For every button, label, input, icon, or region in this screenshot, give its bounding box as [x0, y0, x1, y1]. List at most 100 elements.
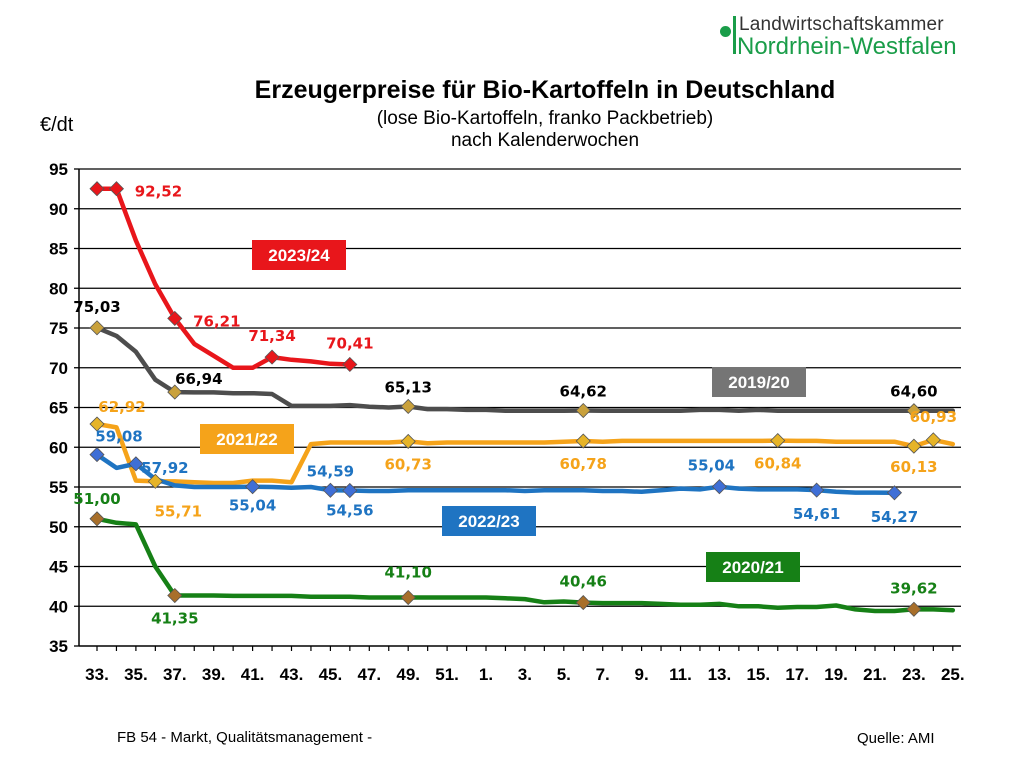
data-label: 60,78 — [560, 455, 607, 473]
x-tick-label: 9. — [635, 665, 649, 684]
data-label: 71,34 — [248, 327, 295, 345]
data-point-marker — [342, 356, 358, 373]
chart-subtitle-line1: (lose Bio-Kartoffeln, franko Packbetrieb… — [376, 108, 714, 129]
y-tick-label: 90 — [49, 200, 68, 219]
data-label: 54,61 — [793, 505, 840, 523]
data-label: 55,04 — [229, 497, 276, 515]
x-tick-label: 7. — [596, 665, 610, 684]
series-line-2020-21 — [94, 516, 956, 614]
footer-source: Quelle: AMI — [857, 730, 935, 747]
x-tick-label: 13. — [708, 665, 732, 684]
season-label-2019-20: 2019/20 — [712, 367, 806, 397]
data-point-marker — [89, 446, 105, 463]
data-label: 92,52 — [135, 183, 182, 201]
y-tick-label: 80 — [49, 279, 68, 298]
data-point-marker — [147, 473, 163, 489]
y-tick-label: 95 — [49, 160, 68, 179]
data-label: 40,46 — [560, 573, 607, 591]
x-tick-labels: 33. 35. 37. 39. 41. 43. 45. 47. 49. 51. 1. 3. 5. 7. 9.… — [85, 665, 964, 684]
series-line-2022-23 — [94, 452, 897, 496]
x-tick-label: 1. — [479, 665, 493, 684]
data-point-marker — [575, 595, 591, 611]
data-label: 60,84 — [754, 455, 801, 473]
x-tick-label: 11. — [669, 665, 692, 684]
x-tick-label: 15. — [746, 665, 770, 684]
data-label: 60,13 — [890, 458, 937, 476]
y-tick-label: 35 — [49, 637, 68, 656]
season-label-text: 2022/23 — [458, 512, 519, 531]
data-point-marker — [245, 479, 261, 495]
data-point-marker — [322, 482, 338, 498]
y-tick-label: 75 — [49, 319, 68, 338]
x-tick-label: 43. — [280, 665, 304, 684]
season-label-2022-23: 2022/23 — [442, 506, 536, 536]
data-point-marker — [89, 320, 105, 336]
x-tick-label: 33. — [85, 665, 109, 684]
data-point-marker — [167, 384, 183, 400]
series-lines — [94, 186, 956, 614]
data-label: 55,71 — [155, 502, 202, 520]
season-label-text: 2019/20 — [728, 373, 789, 392]
season-label-box — [200, 424, 294, 454]
data-point-marker — [167, 587, 183, 604]
data-label: 55,04 — [688, 457, 735, 475]
data-label: 66,94 — [175, 370, 222, 388]
data-point-marker — [400, 589, 416, 606]
y-tick-label: 50 — [49, 518, 68, 537]
data-point-marker — [711, 479, 727, 495]
season-label-text: 2023/24 — [268, 246, 330, 265]
data-label: 65,13 — [384, 378, 431, 396]
data-point-marker — [906, 403, 922, 419]
logo-line2: Nordrhein-Westfalen — [737, 33, 957, 60]
x-tick-label: 23. — [902, 665, 926, 684]
data-point-marker — [809, 482, 825, 498]
y-tick-label: 70 — [49, 359, 68, 378]
x-tick-label: 37. — [163, 665, 187, 684]
data-point-marker — [264, 349, 280, 365]
x-tick-label: 41. — [241, 665, 265, 684]
season-label-box — [712, 367, 806, 397]
logo-bar — [733, 16, 736, 54]
logo: Landwirtschaftskammer Nordrhein-Westfale… — [720, 14, 1020, 64]
x-tick-label: 21. — [863, 665, 887, 684]
x-tick-label: 39. — [202, 665, 226, 684]
data-label: 62,92 — [98, 398, 145, 416]
data-point-marker — [89, 181, 105, 197]
season-label-2020-21: 2020/21 — [706, 552, 800, 582]
y-tick-label: 40 — [49, 597, 68, 616]
y-tick-label: 85 — [49, 240, 68, 259]
series-line-2019-20 — [94, 325, 956, 413]
season-label-box — [252, 240, 346, 270]
series-line-2021-22 — [94, 421, 956, 486]
data-label: 54,27 — [871, 508, 918, 526]
data-point-marker — [89, 511, 105, 527]
data-point-marker — [400, 433, 416, 450]
data-point-marker — [906, 438, 922, 454]
data-point-marker — [400, 398, 416, 415]
data-label: 54,59 — [307, 462, 354, 480]
x-tick-label: 19. — [824, 665, 848, 684]
data-label: 59,08 — [95, 428, 142, 446]
season-label-text: 2021/22 — [216, 430, 277, 449]
data-label: 39,62 — [890, 579, 937, 597]
y-tick-labels: 35 40 45 50 55 60 65 70 75 80 85 90 95 — [49, 160, 68, 656]
data-point-marker — [167, 310, 183, 326]
x-tick-label: 25. — [941, 665, 965, 684]
y-tick-label: 60 — [49, 438, 68, 457]
season-labels: 2019/20 2020/21 2021/22 2022/23 2023/24 — [200, 240, 806, 582]
y-tick-label: 65 — [49, 399, 68, 418]
data-label: 64,62 — [560, 383, 607, 401]
chart-title: Erzeugerpreise für Bio-Kartoffeln in Deu… — [254, 76, 836, 104]
x-tick-label: 49. — [396, 665, 420, 684]
data-label: 60,73 — [384, 455, 431, 473]
footer-department: FB 54 - Markt, Qualitätsmanagement - — [117, 729, 373, 746]
x-tick-label: 3. — [518, 665, 532, 684]
y-tick-label: 55 — [49, 478, 68, 497]
season-label-box — [442, 506, 536, 536]
data-label: 57,92 — [141, 459, 188, 477]
y-axis-unit: €/dt — [40, 114, 74, 136]
data-point-marker — [770, 433, 786, 449]
series-markers — [89, 181, 941, 617]
data-label: 54,56 — [326, 501, 373, 519]
data-point-marker — [108, 181, 125, 197]
